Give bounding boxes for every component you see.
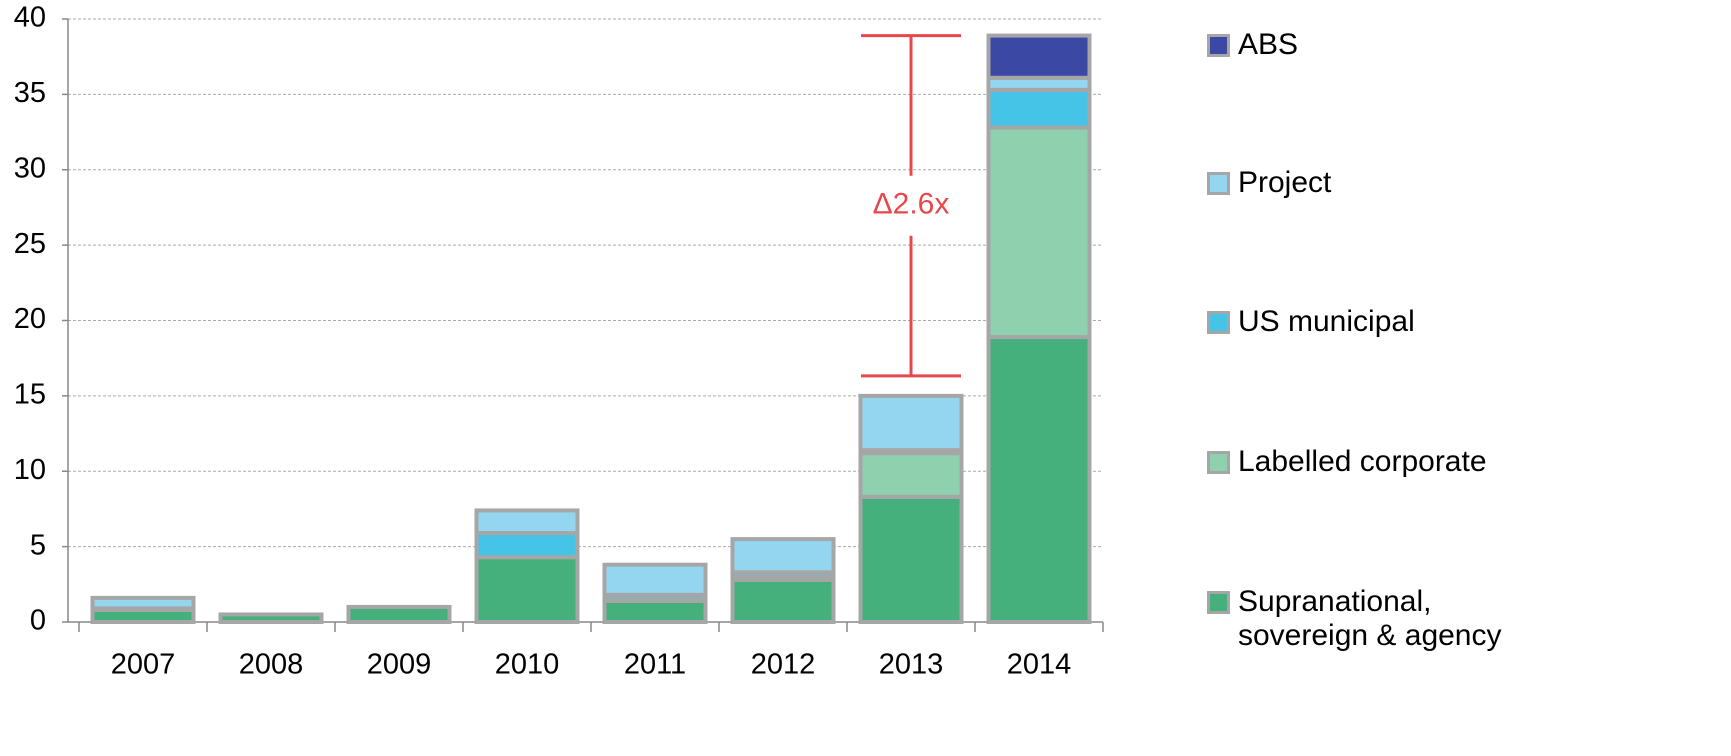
legend-swatch xyxy=(1207,172,1230,195)
legend-label: Supranational, sovereign & agency xyxy=(1238,585,1502,652)
bar-segment xyxy=(218,612,324,625)
legend-item: Supranational, sovereign & agency xyxy=(1207,585,1528,653)
bar-segment xyxy=(474,555,580,624)
x-tick-label: 2007 xyxy=(111,649,176,681)
y-tick-label: 10 xyxy=(14,454,46,486)
legend-label: Project xyxy=(1238,166,1332,199)
bar-segment xyxy=(474,508,580,536)
bar-segment xyxy=(602,598,708,625)
legend-swatch xyxy=(1207,451,1230,474)
bar-segment xyxy=(730,537,836,575)
y-tick-label: 25 xyxy=(14,228,46,260)
bar-segment xyxy=(730,577,836,624)
y-tick-label: 20 xyxy=(14,303,46,335)
bar-segment xyxy=(986,125,1092,340)
bar-segment xyxy=(474,531,580,560)
legend-swatch xyxy=(1207,591,1230,614)
y-tick-label: 35 xyxy=(14,77,46,109)
bar-segment xyxy=(986,335,1092,624)
x-tick-label: 2009 xyxy=(367,649,432,681)
legend-label: US municipal xyxy=(1238,305,1415,338)
legend-label: Labelled corporate xyxy=(1238,445,1487,478)
legend-item: ABS xyxy=(1207,28,1528,62)
legend-item: Project xyxy=(1207,166,1528,200)
bar-segment xyxy=(986,87,1092,130)
legend-swatch xyxy=(1207,311,1230,334)
y-tick-label: 30 xyxy=(14,152,46,184)
legend-swatch xyxy=(1207,34,1230,57)
x-tick-label: 2012 xyxy=(751,649,816,681)
x-tick-label: 2013 xyxy=(879,649,944,681)
bar-segment xyxy=(858,494,964,624)
y-tick-label: 5 xyxy=(30,529,46,561)
bar-segment xyxy=(858,451,964,499)
legend-label: ABS xyxy=(1238,28,1299,61)
y-tick-label: 15 xyxy=(14,379,46,411)
bar-segment xyxy=(858,393,964,453)
bar-segment xyxy=(346,604,452,624)
x-tick-label: 2010 xyxy=(495,649,560,681)
x-tick-label: 2014 xyxy=(1007,649,1072,681)
x-tick-label: 2011 xyxy=(624,649,686,681)
bar-segment xyxy=(90,595,196,611)
bar-segment xyxy=(602,562,708,597)
legend-item: US municipal xyxy=(1207,305,1528,339)
bar-segment xyxy=(986,33,1092,80)
annotation: Δ2.6x xyxy=(873,188,950,221)
y-tick-label: 40 xyxy=(14,2,46,34)
legend-item: Labelled corporate xyxy=(1207,445,1528,479)
y-tick-label: 0 xyxy=(30,605,46,637)
x-tick-label: 2008 xyxy=(239,649,304,681)
